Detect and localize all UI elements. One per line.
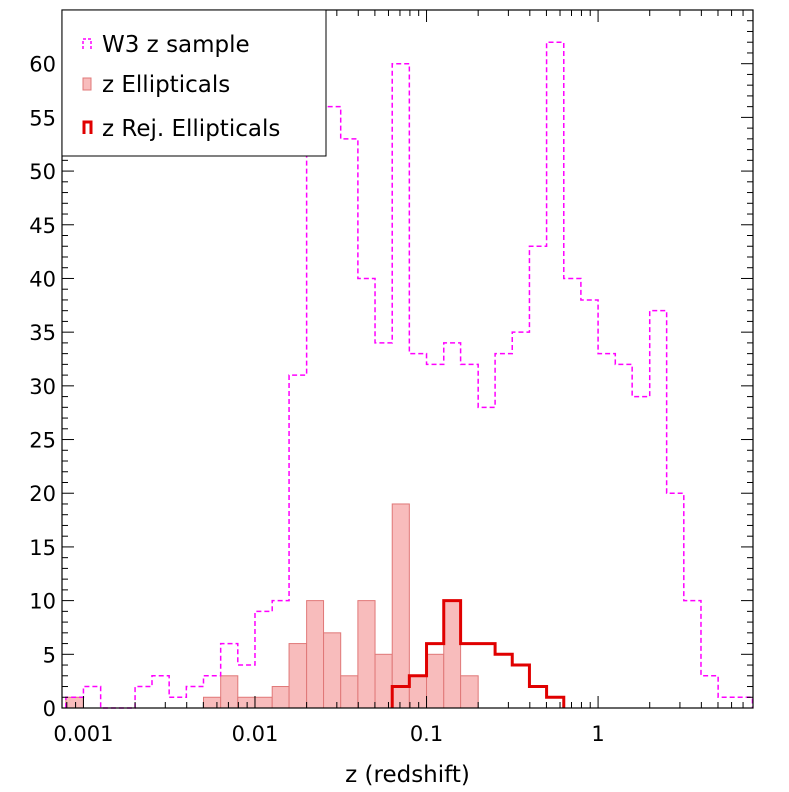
elliptical-bar <box>408 675 428 709</box>
elliptical-bar <box>391 503 410 709</box>
elliptical-bar <box>254 696 273 709</box>
elliptical-bar <box>374 653 393 709</box>
elliptical-bar <box>443 600 462 709</box>
y-tick-label: 60 <box>29 53 56 77</box>
y-tick-label: 55 <box>29 106 56 130</box>
y-tick-label: 30 <box>29 375 56 399</box>
x-tick-label: 0.1 <box>410 722 443 746</box>
elliptical-bar <box>220 675 239 709</box>
x-tick-label: 0.001 <box>53 722 113 746</box>
elliptical-bar <box>340 675 359 709</box>
elliptical-bar <box>306 600 325 709</box>
y-tick-label: 50 <box>29 160 56 184</box>
elliptical-bar <box>288 643 308 709</box>
step-series-layer <box>65 41 754 709</box>
legend-box <box>61 9 327 157</box>
elliptical-bar <box>426 653 445 709</box>
y-tick-label: 15 <box>29 536 56 560</box>
elliptical-bar <box>271 686 290 709</box>
legend-swatch-ellipticals <box>82 77 92 91</box>
ellipticals-bars <box>65 503 479 709</box>
y-tick-label: 40 <box>29 267 56 291</box>
x-axis-title: z (redshift) <box>345 762 470 788</box>
legend-label: z Rej. Ellipticals <box>102 116 280 142</box>
legend-swatch-rejected <box>82 120 93 134</box>
elliptical-bar <box>65 696 84 709</box>
elliptical-bar <box>237 696 256 709</box>
rejected-ellipticals-step-line <box>390 599 566 708</box>
y-tick-label: 25 <box>29 429 56 453</box>
plot-frame <box>61 9 754 709</box>
legend: W3 z sample z Ellipticals z Rej. Elliptica… <box>61 9 327 157</box>
elliptical-bar <box>323 632 342 709</box>
w3-sample-step-line <box>65 41 754 709</box>
legend-swatch-w3 <box>82 38 92 49</box>
legend-label: W3 z sample <box>102 32 250 58</box>
y-tick-label: 0 <box>43 697 56 721</box>
y-tick-label: 20 <box>29 482 56 506</box>
y-tick-label: 45 <box>29 214 56 238</box>
y-tick-label: 5 <box>43 643 56 667</box>
elliptical-bar <box>460 675 479 709</box>
y-tick-label: 10 <box>29 590 56 614</box>
elliptical-bar <box>202 696 222 709</box>
x-tick-label: 0.01 <box>232 722 279 746</box>
legend-label: z Ellipticals <box>102 72 230 98</box>
y-tick-label: 35 <box>29 321 56 345</box>
elliptical-bar <box>357 600 376 709</box>
x-tick-label: 1 <box>591 722 604 746</box>
